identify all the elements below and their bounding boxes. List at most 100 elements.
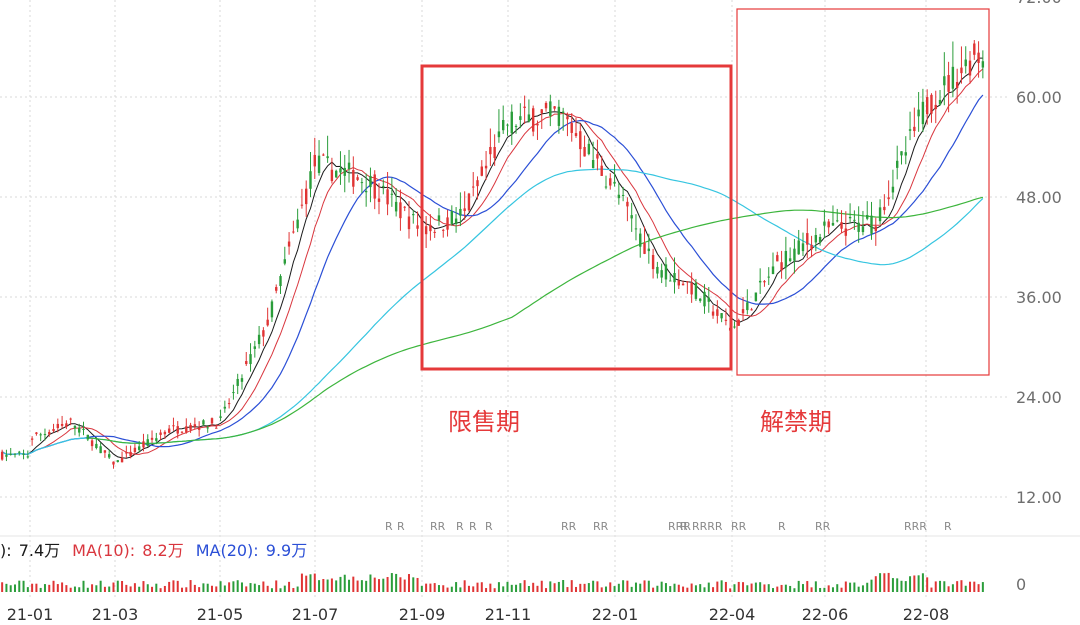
candle-body [433,231,436,233]
candle-body [955,81,959,89]
price-tick-label: 12.00 [1016,488,1062,507]
volume-bar [146,584,149,592]
volume-bar [296,586,299,592]
volume-bar [103,586,106,592]
date-tick-label: 22-01 [592,605,639,624]
r-markers: R R RR R R R RR RR RRRR RRRR RR R RR RRR R [385,520,952,533]
candle-body [360,182,364,184]
volume-tick-label: 0 [1016,575,1026,594]
candle-body [30,438,34,440]
candle-body [977,52,980,63]
candle-body [848,216,852,219]
volume-bar [575,586,578,592]
candle-body [711,311,715,316]
date-tick-label: 22-08 [903,605,950,624]
volume-bar [206,583,209,592]
candle-body [686,281,689,283]
candle-body [373,174,376,199]
volume-bar [669,586,672,592]
candle-body [442,229,445,231]
candle-body [904,152,907,156]
candle-body [746,302,749,311]
volume-bar [699,584,702,592]
candle-body [73,425,77,429]
volume-bar [827,585,830,592]
volume-bar [52,580,55,592]
candle-body [896,160,899,168]
volume-bar [407,574,410,592]
candle-body [185,426,188,433]
candle-body [801,243,805,252]
candle-body [626,201,629,207]
candle-body [758,280,762,283]
candle-body [823,221,826,226]
candle-body [275,287,278,291]
candle-body [776,255,779,262]
candle-body [279,276,282,287]
candle-body [844,228,848,236]
candle-body [377,198,381,202]
volume-bar [202,583,205,592]
volume-bar [125,584,128,592]
volume-bar [956,581,959,592]
volume-bar [223,585,226,592]
volume-bar [352,576,355,592]
candle-body [489,146,492,155]
candle-body [960,67,963,74]
volume-bar [609,582,612,592]
candle-body [450,211,454,224]
volume-bar [887,572,890,592]
candle-body [0,451,4,460]
volume-bar [382,578,385,592]
candle-body [287,241,291,247]
volume-bar [390,573,393,592]
candle-body [125,452,128,454]
volume-bar [395,573,398,592]
volume-bar [403,579,406,592]
volume-bar [780,584,783,592]
candle-body [26,456,30,458]
candle-body [553,106,556,109]
volume-bar [348,579,351,592]
date-tick-label: 21-07 [292,605,339,624]
r-marker: R [778,520,786,533]
date-axis-ticks: 21-01 21-03 21-05 21-07 21-09 21-11 22-01 22-04… [7,605,950,624]
volume-bar [283,585,286,592]
volume-bar [386,577,389,592]
volume-bar [694,585,697,592]
volume-bar [724,581,727,592]
volume-bar [604,586,607,592]
candle-body [22,453,25,455]
volume-bar [253,583,256,592]
candle-body [424,226,428,235]
volume-bar [292,588,295,592]
candle-body [142,441,145,448]
volume-bar [712,587,715,592]
candle-body [784,250,788,268]
volume-bar [921,573,924,592]
candle-body [566,116,569,120]
price-axis-ticks: 72.00 60.00 48.00 36.00 24.00 12.00 [1016,0,1062,507]
candle-body [840,222,843,229]
volume-bar [262,581,265,592]
candle-body [613,181,616,184]
volume-bar [831,587,834,592]
volume-bar [545,588,548,592]
volume-bar [891,578,894,592]
candle-body [634,228,638,230]
volume-bar [318,580,321,592]
volume-bar [459,587,462,592]
candle-body [167,428,171,433]
volume-bar [305,575,308,592]
candle-body [643,242,646,254]
candle-body [322,154,325,156]
candle-body [587,143,591,155]
candle-body [720,313,723,319]
candle-body [270,301,274,318]
ma20-line [1,94,984,455]
volume-bar [279,588,282,592]
date-tick-label: 21-03 [92,605,139,624]
volume-bar [823,587,826,592]
candle-body [523,106,526,108]
candle-body [493,146,496,159]
